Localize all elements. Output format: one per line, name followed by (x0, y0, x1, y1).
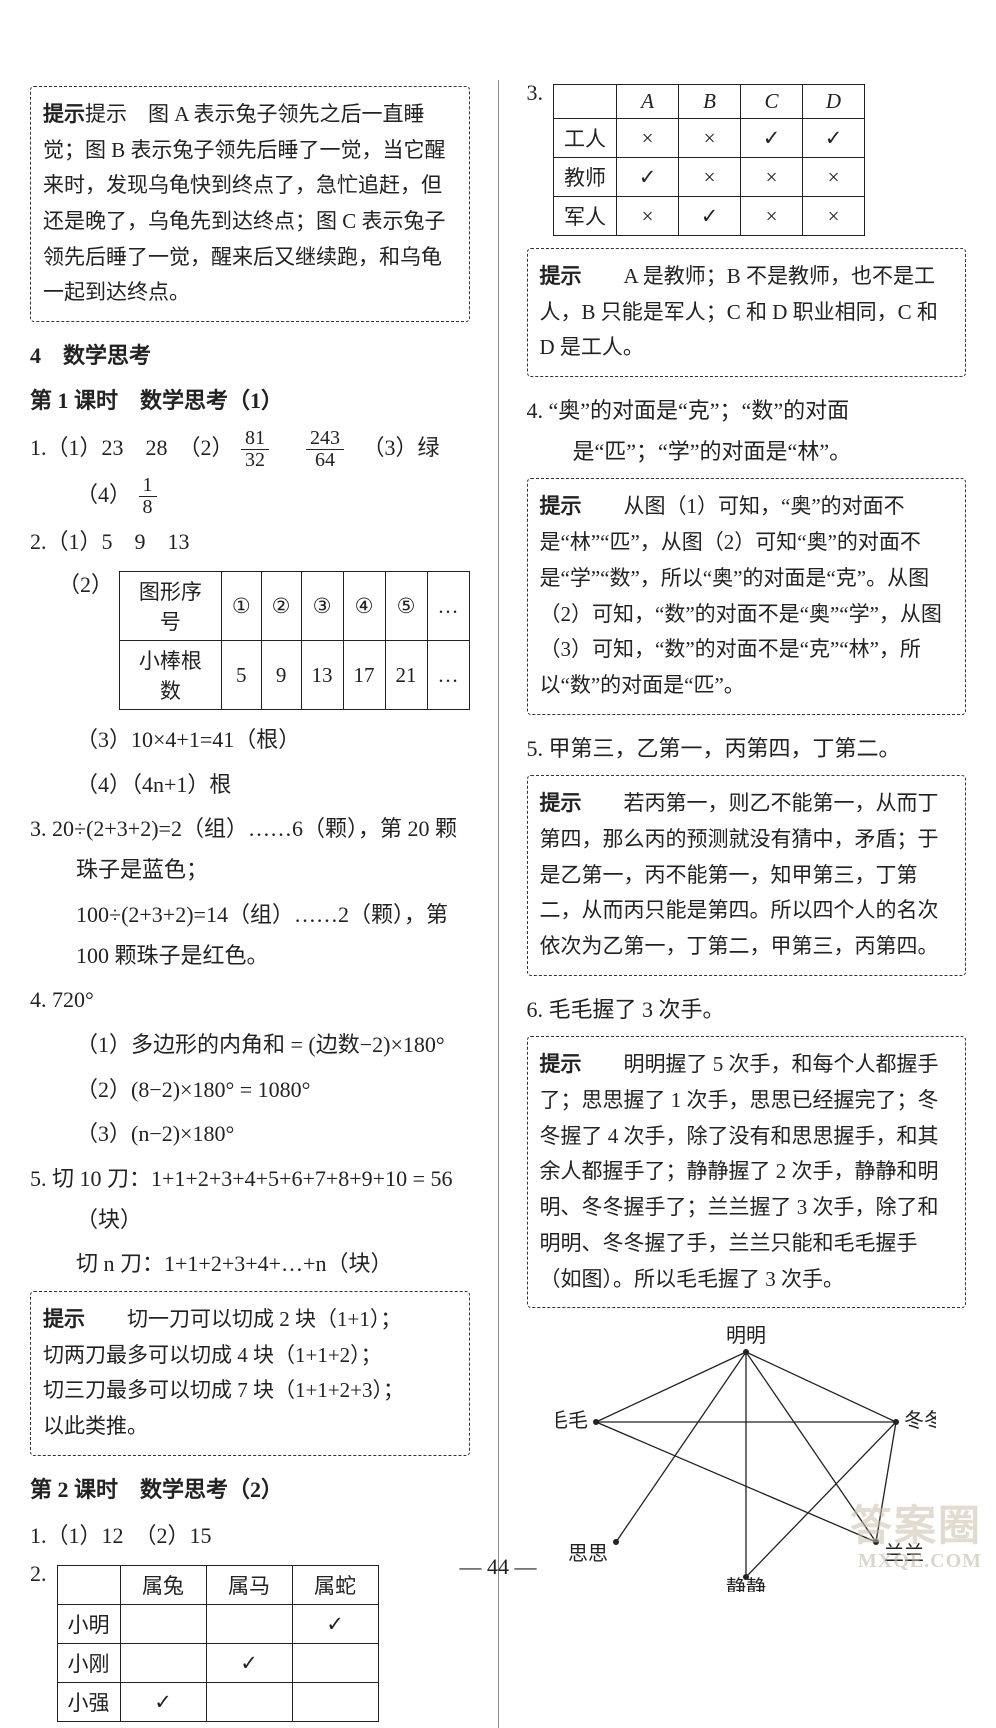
left-column: 提示提示 图 A 表示兔子领先之后一直睡觉；图 B 表示兔子领先后睡了一觉，当它… (30, 80, 470, 1728)
q2-part2-label: （2） (58, 567, 113, 599)
page-number: — 44 — (0, 1554, 996, 1580)
q3-line1: 3. 20÷(2+3+2)=2（组）……6（颗），第 20 颗珠子是蓝色； (30, 809, 470, 890)
q1-line1: 1.（1）23 28 （2） 8132 24364 （3）绿 (30, 428, 470, 471)
q4-line2: （1）多边形的内角和 = (边数−2)×180° (30, 1025, 470, 1066)
fraction-243-64: 24364 (306, 428, 344, 471)
hint-1-text: 提示 图 A 表示兔子领先之后一直睡觉；图 B 表示兔子领先后睡了一觉，当它醒来… (43, 102, 446, 304)
r-q3-label: 3. (527, 80, 544, 106)
l2-q1: 1.（1）12 （2）15 (30, 1516, 470, 1557)
hint-box-5: 提示 若丙第一，则乙不能第一，从而丁第四，那么丙的预测就没有猜中，矛盾；于是乙第… (527, 775, 967, 975)
table-occupation: A B C D 工人××✓✓ 教师✓××× 军人×✓×× (553, 84, 865, 236)
q2-line1: 2.（1）5 9 13 (30, 522, 470, 563)
table-sticks: 图形序号 ① ② ③ ④ ⑤ … 小棒根数 5 9 13 17 21 … (119, 571, 469, 710)
right-column: 3. A B C D 工人××✓✓ 教师✓××× 军人×✓×× 提示 A 是教师… (527, 80, 967, 1728)
svg-text:明明: 明明 (726, 1325, 766, 1347)
svg-text:冬冬: 冬冬 (904, 1409, 936, 1432)
q4-line4: （3）(n−2)×180° (30, 1114, 470, 1155)
q3-line2: 100÷(2+3+2)=14（组）……2（颗），第 100 颗珠子是红色。 (30, 895, 470, 976)
watermark: 答案圈 MXQE.COM (850, 1504, 982, 1572)
fraction-81-32: 8132 (241, 428, 269, 471)
hint-box-6: 提示 明明握了 5 次手，和每个人都握手了；思思握了 1 次手，思思已经握完了；… (527, 1036, 967, 1308)
lesson-1-title: 第 1 课时 数学思考（1） (30, 381, 470, 422)
hint-box-2: 提示 切一刀可以切成 2 块（1+1）；切两刀最多可以切成 4 块（1+1+2）… (30, 1291, 470, 1456)
q4-line1: 4. 720° (30, 980, 470, 1021)
q4-line3: （2）(8−2)×180° = 1080° (30, 1070, 470, 1111)
q2-line3: （3）10×4+1=41（根） (30, 720, 470, 761)
q5-line1: 5. 切 10 刀：1+1+2+3+4+5+6+7+8+9+10 = 56（块） (30, 1159, 470, 1240)
lesson-2-title: 第 2 课时 数学思考（2） (30, 1470, 470, 1511)
svg-text:毛毛: 毛毛 (556, 1409, 588, 1432)
section-title-4: 4 数学思考 (30, 336, 470, 377)
r-q6: 6. 毛毛握了 3 次手。 (527, 990, 967, 1031)
hint-box-4: 提示 从图（1）可知，“奥”的对面不是“林”“匹”，从图（2）可知“奥”的对面不… (527, 478, 967, 714)
q1-line2: （4） 18 (30, 475, 470, 518)
q5-line2: 切 n 刀：1+1+2+3+4+…+n（块） (30, 1244, 470, 1285)
r-q4: 4. “奥”的对面是“克”；“数”的对面是“匹”；“学”的对面是“林”。 (527, 391, 967, 472)
table-zodiac: 属兔 属马 属蛇 小明✓ 小刚✓ 小强✓ (57, 1565, 379, 1722)
hint-box-1: 提示提示 图 A 表示兔子领先之后一直睡觉；图 B 表示兔子领先后睡了一觉，当它… (30, 86, 470, 322)
hint-box-3: 提示 A 是教师；B 不是教师，也不是工人，B 只能是军人；C 和 D 职业相同… (527, 248, 967, 377)
r-q5: 5. 甲第三，乙第一，丙第四，丁第二。 (527, 729, 967, 770)
fraction-1-8: 18 (139, 475, 157, 518)
q2-line4: （4）（4n+1）根 (30, 765, 470, 806)
